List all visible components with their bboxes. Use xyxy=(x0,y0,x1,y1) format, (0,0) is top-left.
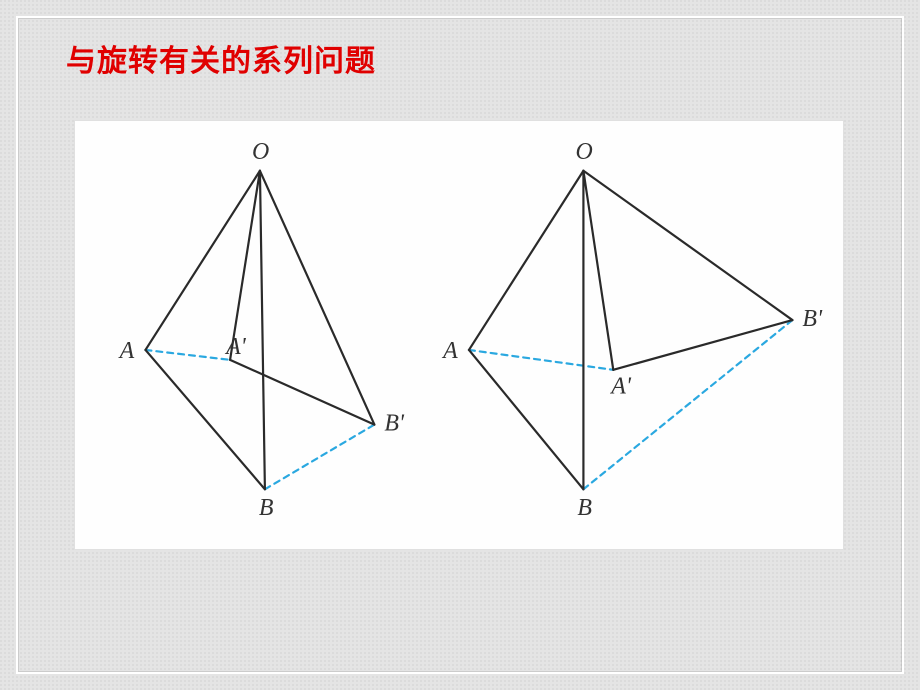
rotation-diagram: O A B A' B' O A B A' B' xyxy=(75,121,843,549)
svg-text:A': A' xyxy=(224,334,247,360)
svg-text:B: B xyxy=(577,495,592,521)
svg-text:O: O xyxy=(252,139,269,165)
left-figure: O A B A' B' xyxy=(118,139,405,521)
svg-text:A': A' xyxy=(609,374,632,400)
svg-text:A: A xyxy=(441,338,458,364)
svg-text:A: A xyxy=(118,338,135,364)
slide-title: 与旋转有关的系列问题 xyxy=(66,36,376,80)
diagram-container: O A B A' B' O A B A' B' xyxy=(74,120,844,550)
svg-text:B': B' xyxy=(384,411,405,437)
svg-text:B: B xyxy=(259,495,274,521)
svg-text:B': B' xyxy=(802,306,823,332)
svg-text:O: O xyxy=(575,139,592,165)
right-figure: O A B A' B' xyxy=(441,139,823,521)
